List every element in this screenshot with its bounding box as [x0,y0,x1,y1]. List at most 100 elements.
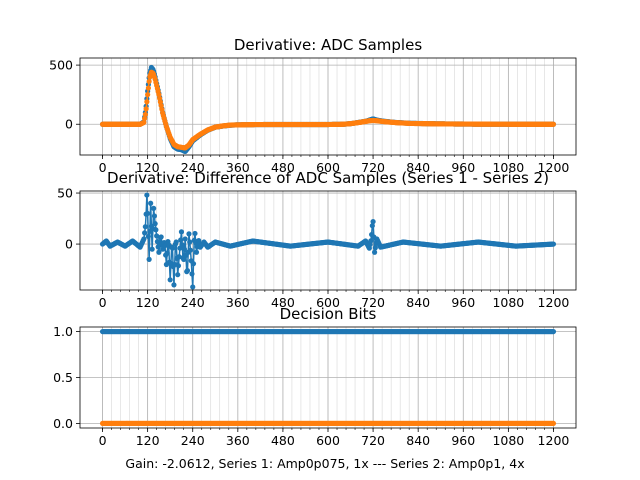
data-point [153,227,159,233]
chart-title: Derivative: ADC Samples [234,36,422,54]
x-tick-label: 360 [226,433,250,448]
data-point [141,236,147,242]
data-point [141,119,147,126]
data-point [143,106,149,112]
data-point [144,192,150,198]
y-tick-label: 0 [65,117,73,132]
series-group [99,64,557,155]
data-point [175,272,181,278]
y-tick-label: 500 [49,58,73,73]
y-tick-label: 1.0 [53,324,73,339]
data-point [189,271,195,277]
data-point [145,233,151,240]
x-tick-label: 120 [136,433,160,448]
data-point [182,236,188,242]
data-point [167,277,173,283]
x-tick-label: 480 [271,433,295,448]
x-tick-label: 960 [451,433,475,448]
data-point [171,282,177,288]
data-point [148,200,154,206]
x-tick-label: 360 [226,295,250,310]
data-point [178,229,185,235]
y-axis: 0 50 [57,186,80,252]
x-tick-label: 960 [451,295,475,310]
data-point [192,230,198,237]
data-point [186,231,192,237]
data-point [146,78,152,85]
x-tick-label: 1080 [492,160,524,175]
x-tick-label: 1080 [492,433,524,448]
series-2-markers [99,420,557,427]
chart-panel-2: 0 120 240 360 480 600 720 840 960 1080 1200 0 50 Deri… [57,169,577,310]
data-point [151,205,157,211]
data-point [152,221,158,227]
data-point [190,261,197,267]
data-point [144,99,150,105]
x-tick-label: 600 [316,433,340,448]
x-tick-label: 1200 [538,160,570,175]
data-point [369,223,375,229]
chart-panel-3: 0 120 240 360 480 600 720 840 960 1080 1200 0.0 0.5 1… [53,305,577,448]
x-tick-label: 600 [316,295,340,310]
chart-title: Derivative: Difference of ADC Samples (S… [107,169,549,187]
chart-title: Decision Bits [280,305,377,323]
x-tick-label: 0 [99,160,107,175]
series-group [99,192,557,290]
data-point [145,85,151,91]
data-point [169,245,176,251]
data-point [181,256,187,262]
data-point [149,246,155,252]
x-axis: 0 120 240 360 480 600 720 840 960 1080 1200 [99,155,570,175]
x-tick-label: 360 [226,160,250,175]
x-tick-label: 480 [271,295,295,310]
y-tick-label: 0.0 [53,416,73,431]
data-point [151,213,157,219]
data-point [187,239,193,245]
data-point [164,250,170,256]
data-point [178,237,184,243]
x-tick-label: 0 [99,295,107,310]
data-point [156,249,162,255]
x-tick-label: 1200 [538,295,570,310]
data-point [190,284,196,290]
x-tick-label: 240 [181,160,205,175]
x-axis: 0 120 240 360 480 600 720 840 960 1080 1200 [99,290,570,310]
x-tick-label: 240 [181,295,205,310]
x-tick-label: 840 [406,160,430,175]
x-tick-label: 120 [136,160,160,175]
series-2-markers [99,69,557,151]
data-point [173,239,179,245]
data-point [187,247,194,253]
data-point [179,242,185,248]
x-tick-label: 600 [316,160,340,175]
chart-panel-1: 0 120 240 360 480 600 720 840 960 1080 1200 0 500 Der… [49,36,577,175]
y-tick-label: 50 [57,186,73,201]
x-tick-label: 840 [406,295,430,310]
x-tick-label: 1080 [492,295,524,310]
series-1-markers [99,192,557,290]
x-tick-label: 120 [136,295,160,310]
data-point [184,268,191,274]
x-tick-label: 480 [271,160,295,175]
y-tick-label: 0.5 [53,370,73,385]
data-point [145,210,151,217]
y-axis: 0 500 [49,58,80,132]
x-tick-label: 0 [99,433,107,448]
data-point [550,241,557,247]
data-point [142,224,148,230]
data-point [175,263,182,269]
data-point [193,249,200,255]
data-point [142,111,148,118]
major-grid [80,58,576,155]
x-tick-label: 720 [361,160,385,175]
data-point [550,121,557,127]
x-tick-label: 720 [361,433,385,448]
x-axis: 0 120 240 360 480 600 720 840 960 1080 1200 [99,428,570,448]
x-tick-label: 840 [406,433,430,448]
data-point [368,238,374,244]
x-tick-label: 1200 [538,433,570,448]
data-point [372,245,378,251]
series-group [99,328,557,427]
x-tick-label: 720 [361,295,385,310]
